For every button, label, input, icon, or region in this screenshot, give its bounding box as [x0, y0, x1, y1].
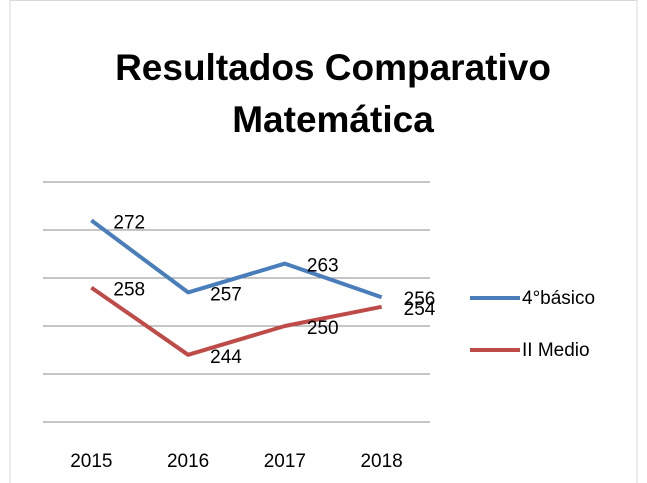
x-tick-label: 2017: [264, 451, 306, 472]
series-line: [90, 285, 383, 357]
data-label: 254: [404, 299, 436, 320]
chart-title: Resultados Comparativo Matemática: [115, 47, 551, 140]
legend-label: 4°básico: [522, 288, 595, 309]
data-label: 272: [113, 212, 145, 233]
data-label: 257: [210, 284, 242, 305]
chart-border: [9, 0, 638, 483]
legend-label: II Medio: [522, 340, 590, 361]
data-label: 263: [307, 256, 339, 277]
data-label: 250: [307, 318, 339, 339]
data-label: 244: [210, 347, 242, 368]
x-tick-label: 2015: [70, 451, 112, 472]
series-line: [90, 218, 383, 300]
data-label: 258: [113, 280, 145, 301]
x-tick-label: 2018: [360, 451, 402, 472]
data-label: 256: [404, 289, 436, 310]
x-tick-label: 2016: [167, 451, 209, 472]
